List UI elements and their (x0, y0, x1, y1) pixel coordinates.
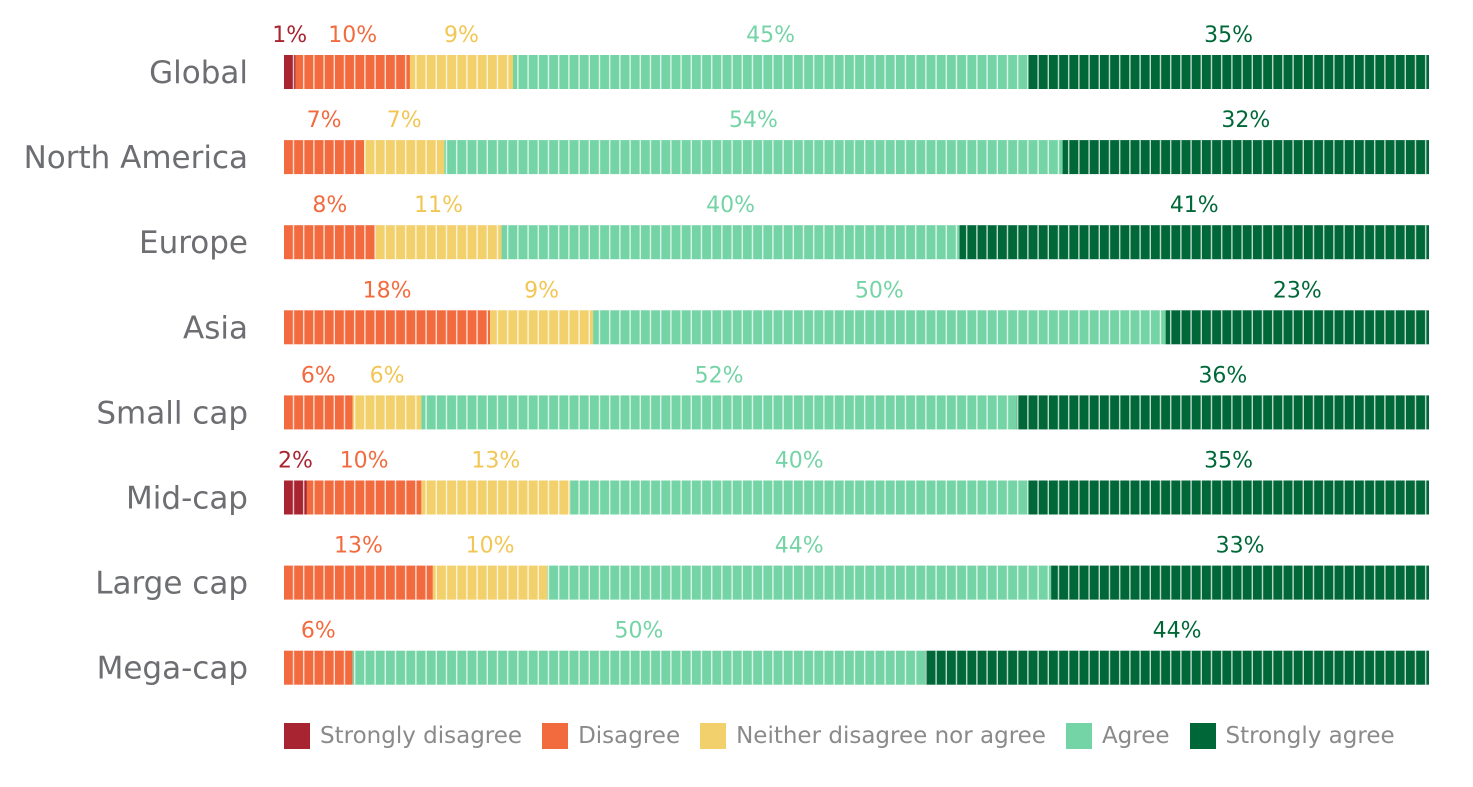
bar-segment-stripes (570, 480, 1029, 515)
value-label: 50% (614, 619, 663, 644)
value-label: 6% (370, 363, 405, 388)
legend-swatch (542, 723, 569, 749)
bar-segment-stripes (547, 565, 1052, 600)
bar-segment-stripes (1062, 140, 1429, 175)
value-label: 7% (307, 108, 342, 133)
value-label: 2% (278, 449, 313, 474)
bar-row: North America 7% 7% 54% 32% (24, 108, 1429, 176)
value-label: 7% (387, 108, 422, 133)
legend-label: Strongly disagree (320, 723, 523, 749)
value-label: 33% (1216, 534, 1265, 559)
category-label: Large cap (95, 566, 248, 602)
category-label: Global (149, 55, 248, 91)
value-label: 32% (1221, 108, 1270, 133)
value-label: 9% (444, 23, 479, 48)
bar-segment-stripes (925, 650, 1429, 685)
bar-segment-stripes (375, 225, 502, 260)
value-label: 6% (301, 619, 336, 644)
value-label: 44% (1153, 619, 1202, 644)
bar-segment-stripes (409, 55, 513, 89)
value-label: 10% (466, 534, 515, 559)
bar-row: Global 1% 10% 9% 45% 35% (149, 23, 1429, 91)
value-label: 35% (1204, 23, 1253, 48)
bar-segment-stripes (1028, 55, 1429, 89)
value-label: 52% (695, 363, 744, 388)
bar-segment-stripes (490, 310, 594, 345)
legend-swatch (284, 723, 310, 749)
bar-segment-stripes (306, 480, 422, 515)
category-label: Mega-cap (97, 651, 248, 687)
value-label: 50% (855, 278, 904, 303)
bar-segment-stripes (284, 140, 365, 175)
value-label: 8% (312, 193, 347, 218)
bar-segment-stripes (352, 650, 926, 685)
value-label: 11% (414, 193, 463, 218)
bar-segment-stripes (444, 140, 1063, 175)
value-label: 9% (524, 278, 559, 303)
value-label: 36% (1198, 363, 1247, 388)
bar-row: Mid-cap 2% 10% 13% 40% 35% (126, 449, 1429, 517)
value-label: 40% (775, 449, 824, 474)
legend-item: Disagree (542, 723, 680, 749)
bar-segment-stripes (1165, 310, 1429, 345)
legend-item: Neither disagree nor agree (700, 723, 1046, 749)
value-label: 6% (301, 363, 336, 388)
bar-segment-stripes (284, 55, 296, 89)
value-label: 45% (746, 23, 795, 48)
bar-segment-stripes (352, 395, 422, 430)
bar-row: Europe 8% 11% 40% 41% (139, 193, 1429, 261)
legend-item: Strongly disagree (284, 723, 522, 749)
legend-swatch (700, 723, 727, 749)
bar-segment-stripes (364, 140, 445, 175)
bar-segment-stripes (284, 310, 491, 345)
value-label: 18% (363, 278, 412, 303)
legend: Strongly disagree Disagree Neither disagre… (284, 720, 1395, 752)
category-label: North America (24, 140, 248, 176)
bar-segment-stripes (432, 565, 548, 600)
legend-item: Agree (1065, 723, 1170, 749)
bar-segment-stripes (284, 480, 307, 515)
bar-row: Large cap 13% 10% 44% 33% (95, 534, 1429, 602)
bar-segment-stripes (284, 565, 433, 600)
legend-label: Disagree (578, 723, 681, 749)
stacked-bar-chart: Global 1% 10% 9% 45% 35% North America 7% 7% 54% 3… (24, 23, 1429, 687)
category-label: Mid-cap (126, 481, 248, 517)
bar-segment-stripes (284, 650, 353, 685)
value-label: 35% (1204, 449, 1253, 474)
legend-label: Neither disagree nor agree (736, 723, 1046, 749)
value-label: 10% (340, 449, 389, 474)
legend-label: Agree (1101, 723, 1170, 749)
value-label: 10% (328, 23, 377, 48)
bar-segment-stripes (959, 225, 1429, 260)
value-label: 44% (775, 534, 824, 559)
value-label: 13% (471, 449, 520, 474)
bar-segment-stripes (593, 310, 1166, 345)
legend-item: Strongly agree (1189, 723, 1395, 749)
value-label: 1% (272, 23, 307, 48)
bar-segment-stripes (295, 55, 410, 89)
category-label: Asia (183, 310, 248, 346)
legend-swatch (1065, 723, 1092, 749)
bar-segment-stripes (1028, 480, 1429, 515)
category-label: Small cap (96, 395, 248, 431)
bar-segment-stripes (1016, 395, 1429, 430)
value-label: 41% (1170, 193, 1219, 218)
bar-segment-stripes (421, 395, 1017, 430)
bar-segment-stripes (1051, 565, 1429, 600)
bar-row: Mega-cap 6% 50% 44% (97, 619, 1429, 687)
category-label: Europe (139, 225, 248, 261)
bar-segment-stripes (421, 480, 571, 515)
value-label: 13% (334, 534, 383, 559)
bar-row: Asia 18% 9% 50% 23% (183, 278, 1429, 346)
value-label: 40% (706, 193, 755, 218)
bar-row: Small cap 6% 6% 52% 36% (96, 363, 1429, 431)
legend-swatch (1189, 723, 1216, 749)
bar-segment-stripes (284, 225, 376, 260)
bar-segment-stripes (513, 55, 1029, 89)
bar-segment-stripes (284, 395, 353, 430)
value-label: 23% (1273, 278, 1322, 303)
bar-segment-stripes (501, 225, 960, 260)
legend-label: Strongly agree (1225, 723, 1395, 749)
value-label: 54% (729, 108, 778, 133)
